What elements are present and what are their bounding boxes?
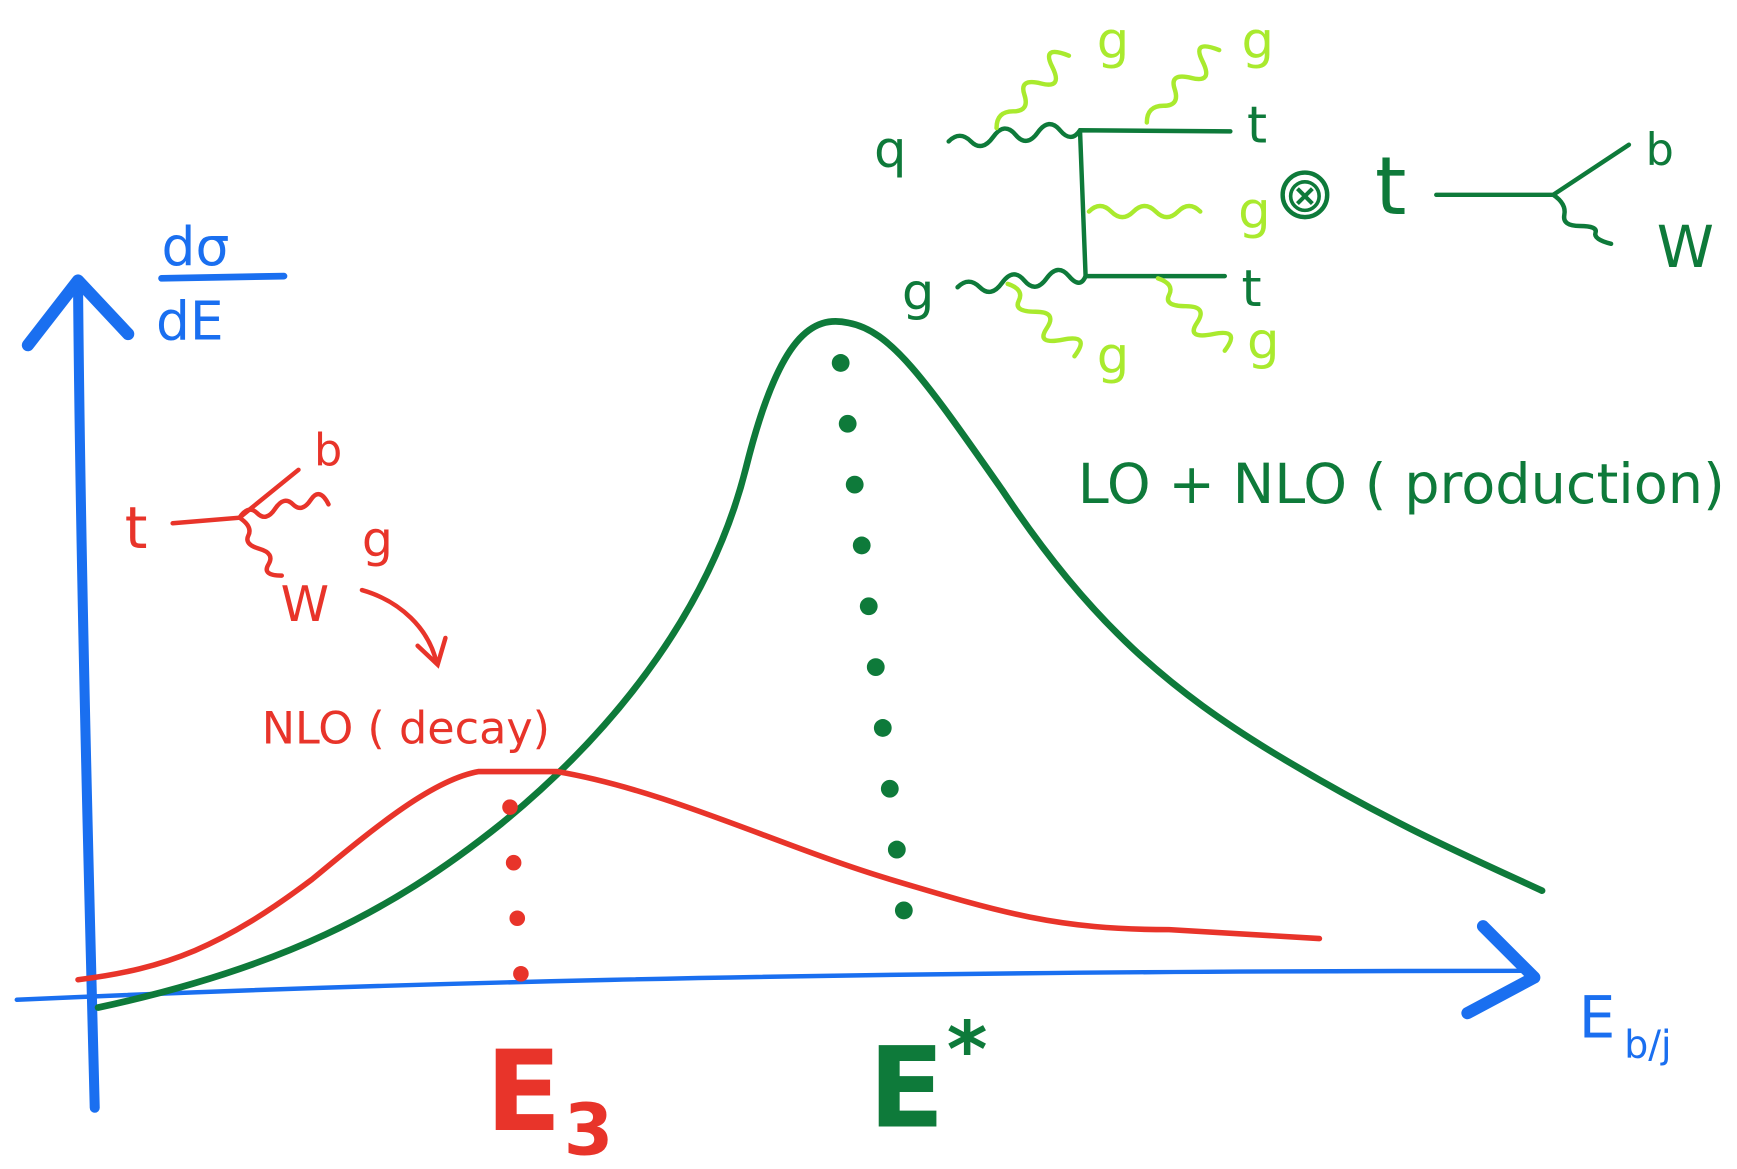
gluon xyxy=(997,52,1069,128)
gluon xyxy=(1147,46,1219,122)
gluon-label: g xyxy=(1097,11,1130,71)
marker: E* xyxy=(869,1006,988,1154)
line xyxy=(1436,145,1629,195)
marker-sub: 3 xyxy=(564,1089,614,1169)
marker-sup: * xyxy=(947,1006,988,1096)
top-label: t xyxy=(1375,140,1406,233)
axes xyxy=(17,276,1534,1108)
line xyxy=(949,124,1231,146)
marker-main: E xyxy=(486,1028,562,1157)
marker: E3 xyxy=(486,1028,614,1169)
decay-diagram xyxy=(173,470,446,665)
x-label-sub: b/j xyxy=(1624,1023,1671,1067)
curve-label: LO + NLO ( production) xyxy=(1078,452,1725,517)
particle-label: W xyxy=(1657,213,1714,281)
particle-label: t xyxy=(1241,259,1261,319)
gluon xyxy=(1158,278,1231,350)
w-boson xyxy=(239,518,281,576)
decay-label: b xyxy=(314,424,342,476)
particle-label: g xyxy=(902,263,935,323)
peak-dots xyxy=(510,807,521,977)
decay-label: g xyxy=(362,512,393,569)
gluon-label: g xyxy=(1238,181,1271,241)
y-label-denominator: dE xyxy=(156,290,224,353)
particle-label: b xyxy=(1646,124,1674,176)
gluon-label: g xyxy=(1241,11,1274,71)
marker-main: E xyxy=(869,1025,945,1154)
decay-label: t xyxy=(125,494,148,562)
gluon xyxy=(1089,206,1200,217)
y-label-numerator: dσ xyxy=(162,215,230,278)
sketch: dσ dE Eb/j E3 E* NLO ( decay) LO + NLO (… xyxy=(0,0,1737,1169)
line xyxy=(1080,131,1086,276)
x-label-main: E xyxy=(1579,984,1616,1052)
particle-label: t xyxy=(1247,96,1267,156)
gluons xyxy=(997,46,1231,356)
gluon-label: g xyxy=(1097,326,1130,386)
page: {"axes": {"y_label": {"numerator": "dσ",… xyxy=(0,0,1737,1169)
curve-label: NLO ( decay) xyxy=(262,703,550,755)
y-axis xyxy=(78,284,95,1108)
decay-curve xyxy=(78,772,1319,980)
gluon-label: g xyxy=(1247,311,1280,371)
x-axis xyxy=(17,971,1526,1000)
particle-label: q xyxy=(874,120,907,180)
gluon xyxy=(1008,284,1081,356)
decay-label: W xyxy=(281,576,329,633)
w-boson xyxy=(1553,195,1611,244)
line xyxy=(173,470,299,523)
line xyxy=(958,270,1225,292)
times-symbol: ⊗ xyxy=(1284,167,1325,224)
